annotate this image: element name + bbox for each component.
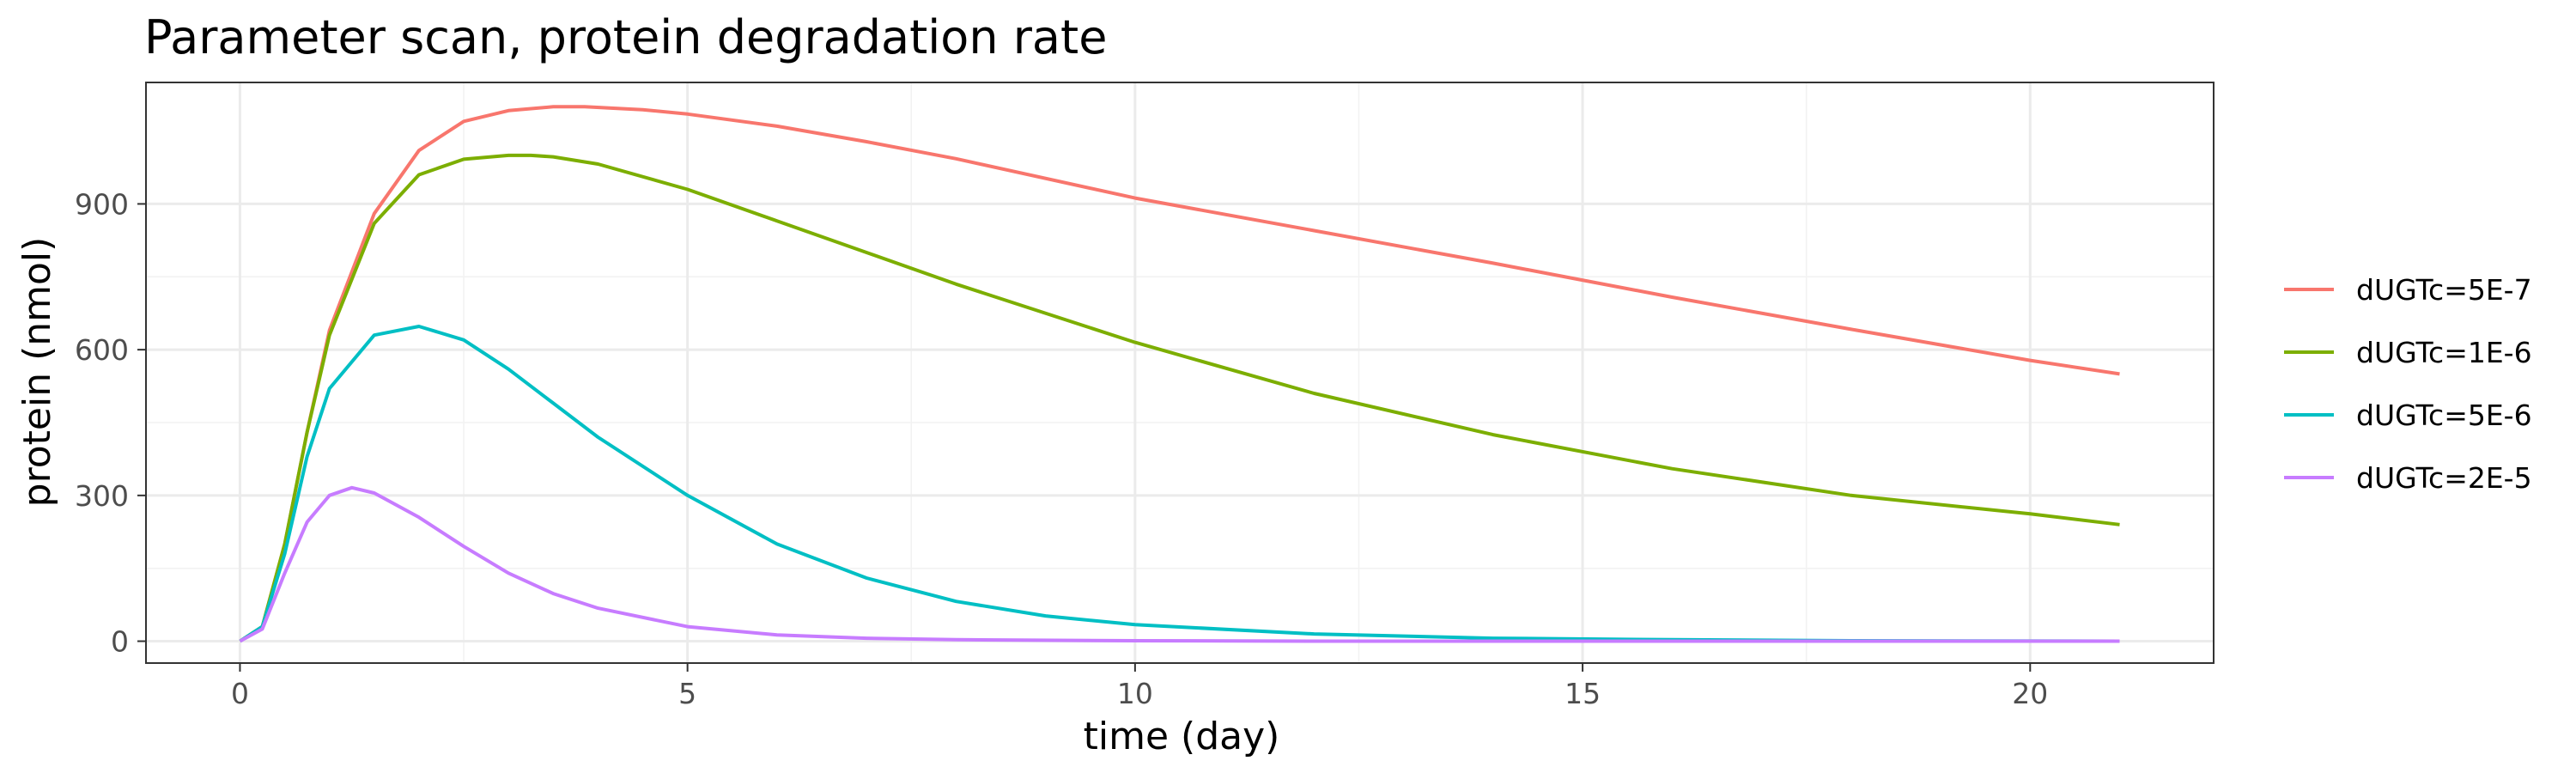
legend-label-2: dUGTc=1E-6 [2356,336,2532,369]
x-tick-label: 0 [231,677,249,710]
legend-label-3: dUGTc=5E-6 [2356,399,2532,432]
legend: dUGTc=5E-7 dUGTc=1E-6 dUGTc=5E-6 dUGTc=2E-5 [2284,273,2532,495]
series-line-3 [239,325,2120,643]
y-tick-label: 900 [75,187,129,221]
x-axis: 0 5 10 15 20 [231,663,2048,710]
y-tick-label: 600 [75,333,129,367]
x-tick-label: 5 [678,677,696,710]
series-line-2 [239,153,2120,643]
y-tick-label: 0 [111,625,129,659]
panel-background [146,82,2214,663]
panel-border [145,82,2215,664]
y-axis-title: protein (nmol) [15,237,59,508]
x-tick-label: 15 [1564,677,1601,710]
chart-title: Parameter scan, protein degradation rate [144,10,1107,64]
legend-label-1: dUGTc=5E-7 [2356,273,2532,307]
x-tick-label: 20 [2012,677,2048,710]
x-tick-label: 10 [1117,677,1153,710]
x-axis-title: time (day) [1084,715,1280,758]
plot-panel [145,82,2215,664]
y-tick-label: 300 [75,479,129,513]
y-axis: 0 300 600 900 [75,187,146,659]
legend-label-4: dUGTc=2E-5 [2356,461,2532,495]
series-line-4 [239,485,2120,643]
